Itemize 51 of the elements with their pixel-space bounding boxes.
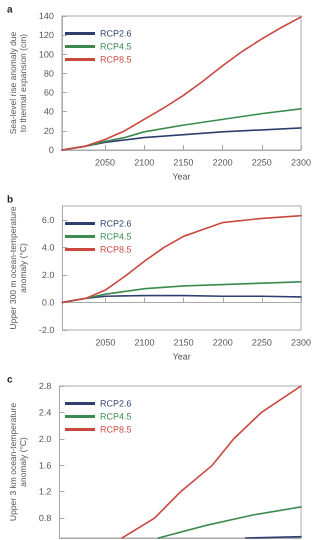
legend-label: RCP2.6 — [100, 398, 132, 408]
y-tick-label: 1.2 — [38, 486, 52, 497]
legend-label: RCP4.5 — [100, 232, 132, 242]
legend-label: RCP8.5 — [100, 54, 132, 64]
legend-label: RCP2.6 — [100, 28, 132, 38]
y-tick-label: 2.8 — [38, 381, 52, 391]
y-tick-label: 0 — [48, 145, 54, 155]
legend-label: RCP4.5 — [100, 412, 132, 422]
y-tick-label: 2.0 — [42, 270, 54, 280]
x-tick-label: 2100 — [134, 158, 154, 168]
x-axis-title: Year — [172, 352, 191, 362]
y-axis-title: Upper 300 m ocean-temperature anomaly (°C) — [8, 206, 28, 330]
y-tick-label: 0.8 — [38, 513, 52, 524]
y-tick-label: 100 — [38, 49, 54, 60]
legend-label: RCP8.5 — [100, 424, 132, 434]
y-tick-label: 20 — [44, 126, 54, 136]
y-tick-label: 80 — [44, 68, 54, 78]
x-axis-title: Year — [172, 172, 191, 182]
y-tick-label: 40 — [44, 106, 54, 117]
line-series — [61, 16, 302, 151]
x-tick-label: 2150 — [173, 158, 194, 168]
line-series — [158, 506, 302, 539]
x-tick-label: 2200 — [212, 338, 233, 348]
x-tick-label: 2200 — [212, 158, 233, 168]
legend-label: RCP2.6 — [100, 218, 132, 228]
y-axis-title: Upper 3 km ocean-temperature anomaly (°C) — [8, 402, 28, 522]
x-tick-label: 2050 — [95, 338, 116, 348]
x-tick-label: 2250 — [252, 338, 272, 348]
line-series — [62, 214, 302, 304]
x-tick-label: 2300 — [290, 338, 312, 348]
x-tick-label: 2100 — [134, 338, 155, 348]
y-tick-label: 6.0 — [42, 214, 54, 225]
legend-label: RCP4.5 — [100, 42, 132, 52]
y-tick-label: 0.0 — [42, 297, 54, 308]
x-tick-label: 2300 — [290, 158, 312, 168]
y-tick-label: 140 — [38, 11, 54, 21]
y-tick-label: 120 — [38, 30, 54, 40]
chart-title: a — [7, 4, 13, 16]
y-tick-label: 2.4 — [38, 407, 52, 418]
y-tick-label: 1.6 — [38, 460, 52, 470]
x-tick-label: 2250 — [252, 158, 272, 168]
x-tick-label: 2150 — [174, 338, 194, 348]
x-tick-label: 2050 — [95, 158, 116, 168]
y-tick-label: 60 — [44, 88, 54, 98]
y-axis-title: Sea-level rise anomaly due to thermal expansion (cm) — [8, 31, 28, 134]
y-tick-label: 2.0 — [38, 434, 52, 444]
y-tick-label: -2.0 — [38, 325, 54, 335]
y-tick-label: 4.0 — [42, 242, 54, 252]
chart-title: b — [7, 194, 14, 206]
legend-label: RCP8.5 — [100, 244, 132, 254]
chart-title: c — [7, 374, 13, 386]
